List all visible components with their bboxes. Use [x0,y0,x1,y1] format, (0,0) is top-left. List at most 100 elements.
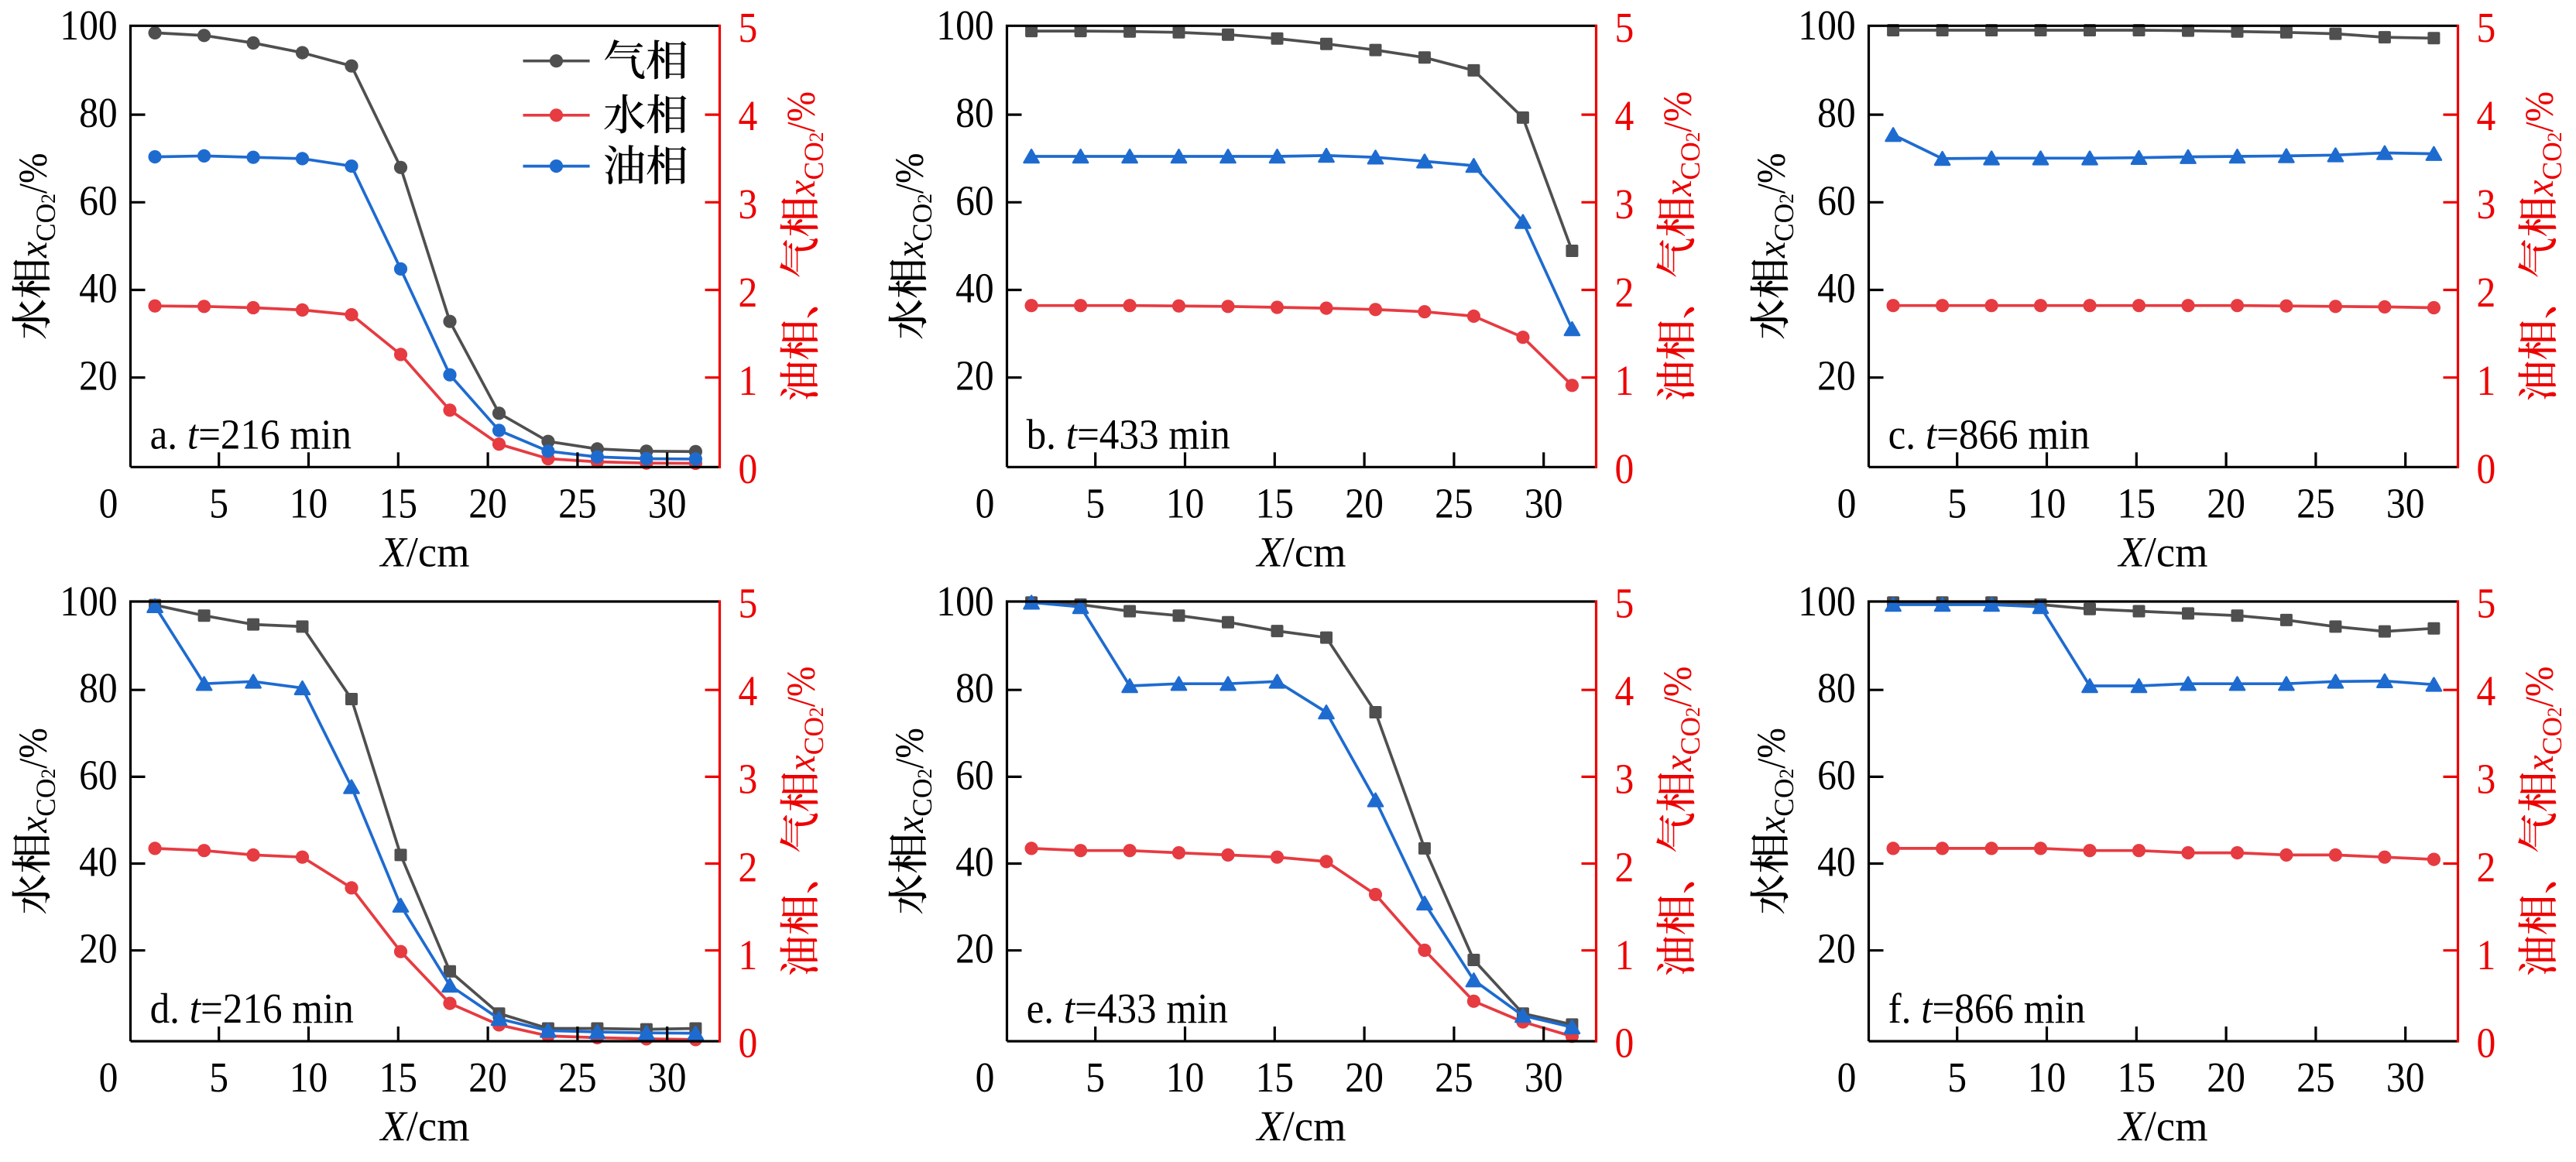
svg-text:100: 100 [60,578,117,625]
svg-text:60: 60 [79,177,118,224]
svg-text:60: 60 [955,751,994,798]
svg-text:5: 5 [1947,1054,1967,1101]
svg-text:/%: /% [1750,153,1794,194]
svg-text:0: 0 [739,445,758,492]
svg-text:10: 10 [290,479,328,526]
svg-text:3: 3 [2477,180,2496,228]
svg-text:x: x [780,755,824,772]
svg-text:x: x [1750,817,1794,834]
svg-text:CO2: CO2 [907,769,938,817]
svg-text:1: 1 [1615,931,1634,979]
svg-text:x: x [780,180,824,197]
svg-text:0: 0 [976,479,995,526]
svg-text:X/cm: X/cm [2118,528,2208,575]
svg-text:2: 2 [1615,843,1634,890]
svg-text:80: 80 [955,89,994,136]
svg-text:20: 20 [955,352,994,399]
svg-text:15: 15 [379,479,418,526]
svg-text:40: 40 [955,838,994,886]
svg-text:0: 0 [976,1054,995,1101]
svg-text:5: 5 [1086,1054,1105,1101]
svg-text:15: 15 [1256,1054,1295,1101]
svg-text:20: 20 [468,1054,507,1101]
svg-text:e. t=433 min: e. t=433 min [1027,985,1228,1032]
svg-text:1: 1 [2477,357,2496,404]
svg-text:100: 100 [936,2,993,49]
svg-text:/%: /% [1750,728,1794,769]
svg-text:5: 5 [1947,479,1967,526]
svg-text:0: 0 [2477,445,2496,492]
svg-text:3: 3 [739,180,758,228]
svg-text:1: 1 [2477,931,2496,979]
svg-text:100: 100 [60,2,117,49]
svg-text:20: 20 [1345,1054,1384,1101]
svg-text:5: 5 [1615,4,1634,51]
svg-text:/%: /% [2518,667,2562,708]
svg-text:1: 1 [739,931,758,979]
svg-text:80: 80 [79,89,118,136]
svg-text:/%: /% [1656,667,1700,708]
svg-text:X/cm: X/cm [379,1102,470,1150]
svg-text:20: 20 [1817,352,1856,399]
svg-text:x: x [12,242,56,259]
svg-text:25: 25 [2296,479,2335,526]
svg-text:/%: /% [888,153,932,194]
svg-text:c. t=866 min: c. t=866 min [1888,410,2090,458]
svg-text:10: 10 [2028,479,2067,526]
svg-text:25: 25 [2296,1054,2335,1101]
svg-text:5: 5 [2477,580,2496,627]
svg-text:30: 30 [648,479,687,526]
svg-text:x: x [12,817,56,834]
svg-text:20: 20 [2207,479,2245,526]
svg-text:/%: /% [12,153,56,194]
svg-text:25: 25 [1435,1054,1473,1101]
svg-text:20: 20 [1345,479,1384,526]
svg-text:/%: /% [1656,91,1700,132]
svg-text:d. t=216 min: d. t=216 min [150,985,354,1032]
svg-text:x: x [888,242,932,259]
svg-text:5: 5 [1615,580,1634,627]
svg-text:3: 3 [2477,756,2496,803]
svg-text:15: 15 [2118,479,2156,526]
svg-text:X/cm: X/cm [1256,1102,1346,1150]
svg-text:80: 80 [1817,664,1856,711]
svg-text:2: 2 [1615,269,1634,316]
svg-text:40: 40 [955,265,994,312]
svg-text:CO2: CO2 [2537,707,2567,755]
svg-text:5: 5 [739,4,758,51]
svg-text:0: 0 [1615,1020,1634,1067]
svg-text:0: 0 [2477,1020,2496,1067]
svg-text:15: 15 [2118,1054,2156,1101]
svg-text:60: 60 [79,751,118,798]
svg-text:a. t=216 min: a. t=216 min [150,410,352,458]
svg-text:20: 20 [1817,925,1856,972]
svg-text:30: 30 [2386,1054,2425,1101]
svg-text:80: 80 [1817,89,1856,136]
svg-text:/%: /% [2518,91,2562,132]
svg-text:25: 25 [1435,479,1473,526]
svg-text:4: 4 [1615,92,1634,139]
svg-text:5: 5 [209,479,228,526]
svg-text:0: 0 [1615,445,1634,492]
svg-text:0: 0 [1837,1054,1857,1101]
svg-text:20: 20 [468,479,507,526]
svg-text:3: 3 [739,756,758,803]
svg-text:15: 15 [379,1054,418,1101]
svg-text:10: 10 [1166,1054,1205,1101]
svg-text:40: 40 [1817,838,1856,886]
svg-text:x: x [888,817,932,834]
svg-text:5: 5 [209,1054,228,1101]
svg-text:25: 25 [558,479,597,526]
svg-text:CO2: CO2 [798,132,829,180]
svg-text:2: 2 [2477,843,2496,890]
svg-text:20: 20 [79,352,118,399]
svg-text:0: 0 [1837,479,1857,526]
svg-text:/%: /% [12,728,56,769]
svg-text:15: 15 [1256,479,1295,526]
svg-text:30: 30 [1525,1054,1563,1101]
svg-text:/%: /% [780,667,824,708]
svg-text:20: 20 [2207,1054,2245,1101]
svg-text:60: 60 [955,177,994,224]
svg-text:5: 5 [739,580,758,627]
svg-text:4: 4 [2477,667,2496,715]
